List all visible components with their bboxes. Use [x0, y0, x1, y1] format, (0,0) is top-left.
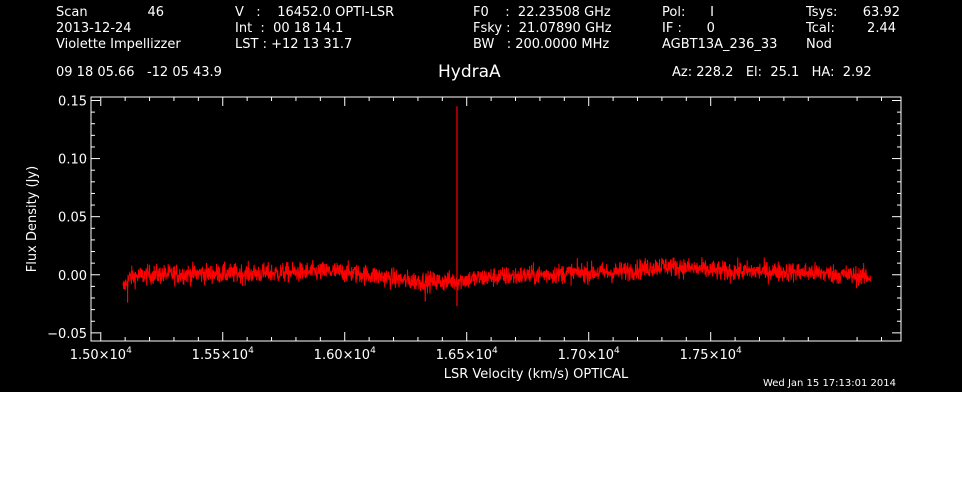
x-tick-label: 1.65×104: [436, 346, 498, 363]
x-tick-label: 1.55×104: [192, 346, 254, 363]
sky-frequency-line: Fsky : 21.07890 GHz: [473, 21, 612, 36]
y-axis-label: Flux Density (Jy): [25, 166, 40, 272]
polarization-line: Pol: I: [662, 5, 714, 20]
velocity-line: V : 16452.0 OPTI-LSR: [235, 5, 395, 20]
y-tick-label: 0.00: [58, 269, 87, 284]
x-tick-label: 1.50×104: [70, 346, 132, 363]
source-coordinates: 09 18 05.66 -12 05 43.9: [56, 65, 222, 80]
if-line: IF : 0: [662, 21, 715, 36]
source-name: HydraA: [438, 62, 501, 82]
observing-mode: Nod: [806, 37, 832, 52]
az-el-ha: Az: 228.2 El: 25.1 HA: 2.92: [672, 65, 872, 80]
project-id: AGBT13A_236_33: [662, 37, 778, 52]
obs-date: 2013-12-24: [56, 21, 132, 36]
x-tick-label: 1.70×104: [558, 346, 620, 363]
y-tick-label: 0.10: [58, 153, 87, 168]
lst-line: LST : +12 13 31.7: [235, 37, 353, 52]
rest-frequency-line: F0 : 22.23508 GHz: [473, 5, 611, 20]
scan-value: 46: [147, 5, 164, 20]
plot-timestamp: Wed Jan 15 17:13:01 2014: [762, 378, 896, 389]
scan-label: Scan: [56, 5, 88, 20]
plot-frame: [90, 96, 902, 342]
bandwidth-line: BW : 200.0000 MHz: [473, 37, 610, 52]
plot-panel: Scan 46 2013-12-24 Violette Impellizzer …: [0, 0, 962, 392]
x-axis-label: LSR Velocity (km/s) OPTICAL: [444, 367, 629, 382]
x-tick-label: 1.75×104: [680, 346, 742, 363]
y-tick-label: −0.05: [47, 327, 87, 342]
spectrum-trace: [122, 257, 871, 294]
observer-name: Violette Impellizzer: [56, 37, 181, 52]
spectrum-chart: 1.50×104 1.55×104 1.60×104 1.65×104 1.70×104…: [25, 94, 902, 382]
tcal-label: Tcal:: [806, 21, 835, 36]
x-tick-label: 1.60×104: [314, 346, 376, 363]
y-tick-label: 0.15: [58, 94, 87, 109]
y-tick-label: 0.05: [58, 211, 87, 226]
integration-line: Int : 00 18 14.1: [235, 21, 344, 36]
tsys-label: Tsys:: [806, 5, 838, 20]
tsys-value: 63.92: [862, 5, 900, 20]
tcal-value: 2.44: [867, 21, 896, 36]
